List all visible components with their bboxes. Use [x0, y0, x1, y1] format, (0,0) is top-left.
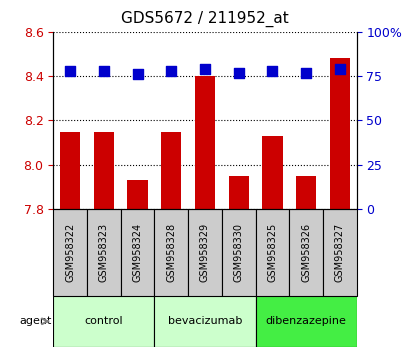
Text: GSM958322: GSM958322 — [65, 223, 75, 282]
Bar — [161, 132, 181, 209]
Bar — [87, 209, 120, 296]
Bar — [289, 209, 322, 296]
Text: GSM958325: GSM958325 — [267, 223, 277, 282]
Text: GSM958327: GSM958327 — [334, 223, 344, 282]
Bar — [53, 209, 87, 296]
Point — [168, 68, 174, 74]
Bar — [295, 176, 315, 209]
Bar — [60, 132, 80, 209]
Point — [268, 68, 275, 74]
Text: control: control — [84, 316, 123, 326]
Point — [134, 72, 141, 77]
Text: GSM958328: GSM958328 — [166, 223, 176, 282]
Bar — [228, 176, 248, 209]
Text: GSM958324: GSM958324 — [132, 223, 142, 282]
Bar — [154, 209, 188, 296]
Point — [201, 66, 208, 72]
Text: GSM958326: GSM958326 — [300, 223, 310, 282]
Bar — [221, 209, 255, 296]
Bar — [154, 296, 255, 347]
Bar — [53, 296, 154, 347]
Point — [336, 66, 342, 72]
Bar — [255, 209, 289, 296]
Point — [67, 68, 73, 74]
Bar — [188, 209, 221, 296]
Text: dibenzazepine: dibenzazepine — [265, 316, 346, 326]
Bar — [262, 136, 282, 209]
Bar — [329, 58, 349, 209]
Bar — [94, 132, 114, 209]
Point — [302, 70, 309, 75]
Bar — [120, 209, 154, 296]
Text: agent: agent — [19, 316, 52, 326]
Bar — [194, 76, 215, 209]
Text: bevacizumab: bevacizumab — [167, 316, 242, 326]
Bar — [322, 209, 356, 296]
Text: GSM958323: GSM958323 — [99, 223, 109, 282]
Point — [235, 70, 241, 75]
Text: GSM958329: GSM958329 — [200, 223, 209, 282]
Bar — [255, 296, 356, 347]
Text: GSM958330: GSM958330 — [233, 223, 243, 282]
Text: GDS5672 / 211952_at: GDS5672 / 211952_at — [121, 11, 288, 27]
Bar — [127, 180, 147, 209]
Point — [100, 68, 107, 74]
